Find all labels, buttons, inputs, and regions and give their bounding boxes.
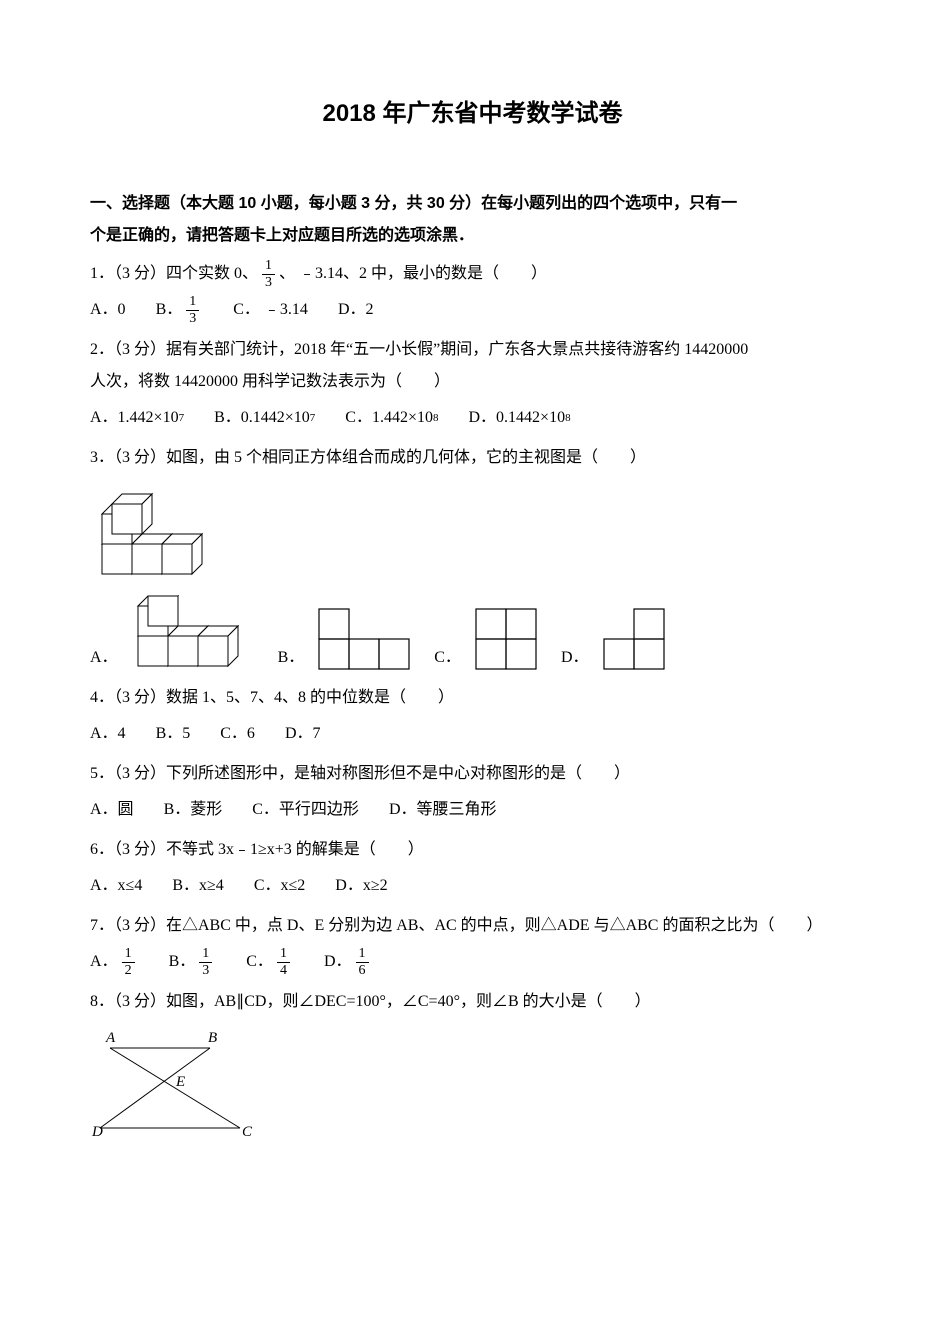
question-6: 6．（3 分）不等式 3x﹣1≥x+3 的解集是（ ） A．x≤4 B．x≥4 … bbox=[90, 834, 855, 902]
q8-label-e: E bbox=[175, 1074, 185, 1090]
q4-option-d: D．7 bbox=[285, 718, 321, 750]
q3-option-a: A． bbox=[90, 594, 268, 674]
q5-option-b: B．菱形 bbox=[164, 794, 223, 826]
q8-label-d: D bbox=[91, 1124, 103, 1140]
q3-solid-icon bbox=[90, 484, 230, 584]
q2-option-d: D．0.1442×108 bbox=[469, 402, 571, 434]
question-1: 1．（3 分）四个实数 0、 1 3 、 ﹣3.14、2 中，最小的数是（ ） … bbox=[90, 258, 855, 326]
q8-stem: 8．（3 分）如图，AB∥CD，则∠DEC=100°，∠C=40°，则∠B 的大… bbox=[90, 986, 855, 1018]
section-instruction-1: 一、选择题（本大题 10 小题，每小题 3 分，共 30 分）在每小题列出的四个… bbox=[90, 188, 855, 220]
q3-option-c: C． bbox=[434, 604, 551, 674]
q6-option-a: A．x≤4 bbox=[90, 870, 142, 902]
q8-label-c: C bbox=[242, 1124, 253, 1140]
question-4: 4．（3 分）数据 1、5、7、4、8 的中位数是（ ） A．4 B．5 C．6… bbox=[90, 682, 855, 750]
q1-stem-a: 1．（3 分）四个实数 0、 bbox=[90, 258, 258, 290]
q1-stem-b: 、 ﹣3.14、2 中，最小的数是（ ） bbox=[279, 258, 547, 290]
q2-option-b: B．0.1442×107 bbox=[214, 402, 315, 434]
q3-opt-c-icon bbox=[471, 604, 551, 674]
q3-opt-d-icon bbox=[599, 604, 679, 674]
q3-stem: 3．（3 分）如图，由 5 个相同正方体组合而成的几何体，它的主视图是（ ） bbox=[90, 442, 855, 474]
q5-option-d: D．等腰三角形 bbox=[389, 794, 497, 826]
q5-option-a: A．圆 bbox=[90, 794, 134, 826]
question-2: 2．（3 分）据有关部门统计，2018 年“五一小长假”期间，广东各大景点共接待… bbox=[90, 334, 855, 434]
question-5: 5．（3 分）下列所述图形中，是轴对称图形但不是中心对称图形的是（ ） A．圆 … bbox=[90, 758, 855, 826]
q1-option-a: A．0 bbox=[90, 294, 126, 326]
q7-option-b: B． 13 bbox=[169, 946, 217, 978]
page-title: 2018 年广东省中考数学试卷 bbox=[90, 90, 855, 138]
section-instruction-2: 个是正确的，请把答题卡上对应题目所选的选项涂黑． bbox=[90, 220, 855, 252]
q6-option-c: C．x≤2 bbox=[254, 870, 305, 902]
q4-option-c: C．6 bbox=[220, 718, 255, 750]
fraction-1-3: 1 3 bbox=[262, 258, 275, 290]
fraction-1-3-b: 1 3 bbox=[186, 294, 199, 326]
q3-opt-a-icon bbox=[128, 594, 268, 674]
q2-option-c: C．1.442×108 bbox=[345, 402, 438, 434]
q6-option-b: B．x≥4 bbox=[172, 870, 223, 902]
question-7: 7．（3 分）在△ABC 中，点 D、E 分别为边 AB、AC 的中点，则△AD… bbox=[90, 910, 855, 978]
q2-option-a: A．1.442×107 bbox=[90, 402, 184, 434]
q4-option-b: B．5 bbox=[156, 718, 191, 750]
q4-option-a: A．4 bbox=[90, 718, 126, 750]
q2-line2: 人次，将数 14420000 用科学记数法表示为（ ） bbox=[90, 366, 855, 398]
q1-option-d: D．2 bbox=[338, 294, 374, 326]
q3-opt-b-icon bbox=[314, 604, 424, 674]
q6-option-d: D．x≥2 bbox=[335, 870, 387, 902]
q7-stem: 7．（3 分）在△ABC 中，点 D、E 分别为边 AB、AC 的中点，则△AD… bbox=[90, 910, 855, 942]
q2-line1: 2．（3 分）据有关部门统计，2018 年“五一小长假”期间，广东各大景点共接待… bbox=[90, 334, 855, 366]
q8-label-a: A bbox=[105, 1030, 116, 1046]
q3-option-d: D． bbox=[561, 604, 679, 674]
q7-option-d: D． 16 bbox=[324, 946, 373, 978]
q7-option-a: A． 12 bbox=[90, 946, 139, 978]
q8-label-b: B bbox=[208, 1030, 217, 1046]
q4-stem: 4．（3 分）数据 1、5、7、4、8 的中位数是（ ） bbox=[90, 682, 855, 714]
q8-geometry-icon: A B C D E bbox=[90, 1028, 260, 1143]
q6-stem: 6．（3 分）不等式 3x﹣1≥x+3 的解集是（ ） bbox=[90, 834, 855, 866]
q5-option-c: C．平行四边形 bbox=[252, 794, 359, 826]
q5-stem: 5．（3 分）下列所述图形中，是轴对称图形但不是中心对称图形的是（ ） bbox=[90, 758, 855, 790]
question-8: 8．（3 分）如图，AB∥CD，则∠DEC=100°，∠C=40°，则∠B 的大… bbox=[90, 986, 855, 1143]
q1-option-c: C． ﹣3.14 bbox=[233, 294, 308, 326]
q7-option-c: C． 14 bbox=[246, 946, 294, 978]
q3-option-b: B． bbox=[278, 604, 425, 674]
question-3: 3．（3 分）如图，由 5 个相同正方体组合而成的几何体，它的主视图是（ ） bbox=[90, 442, 855, 674]
q1-option-b: B． 1 3 bbox=[156, 294, 204, 326]
